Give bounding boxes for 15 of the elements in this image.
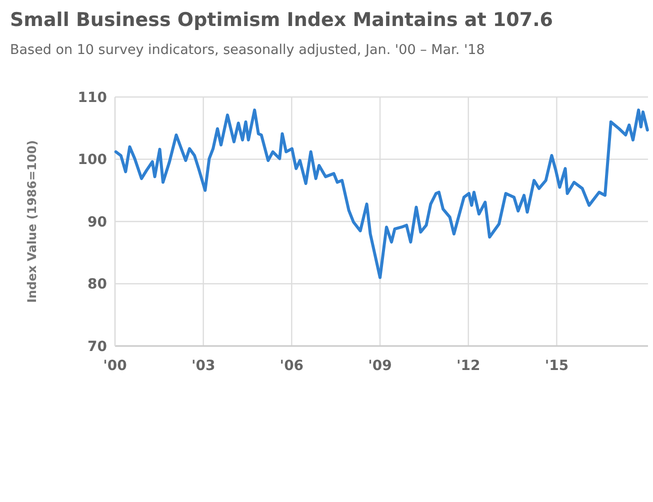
x-tick-label: '12 — [456, 358, 480, 374]
x-tick-label: '03 — [191, 358, 216, 374]
x-tick-label: '06 — [280, 358, 304, 374]
chart-title: Small Business Optimism Index Maintains at 107.6 — [10, 9, 554, 31]
chart-subtitle: Based on 10 survey indicators, seasonally adjusted, Jan. '00 – Mar. '18 — [10, 42, 485, 58]
x-tick-label: '15 — [544, 358, 569, 374]
y-tick-label: 110 — [78, 90, 108, 106]
y-tick-label: 80 — [88, 276, 108, 293]
y-tick-label: 70 — [88, 338, 108, 355]
y-tick-label: 100 — [78, 152, 108, 168]
line-series — [114, 108, 649, 280]
y-axis-title: Index Value (1986=100) — [25, 140, 39, 303]
y-tick-label: 90 — [88, 214, 108, 230]
x-tick-label: '09 — [368, 358, 392, 374]
x-tick-label: '00 — [103, 358, 128, 374]
